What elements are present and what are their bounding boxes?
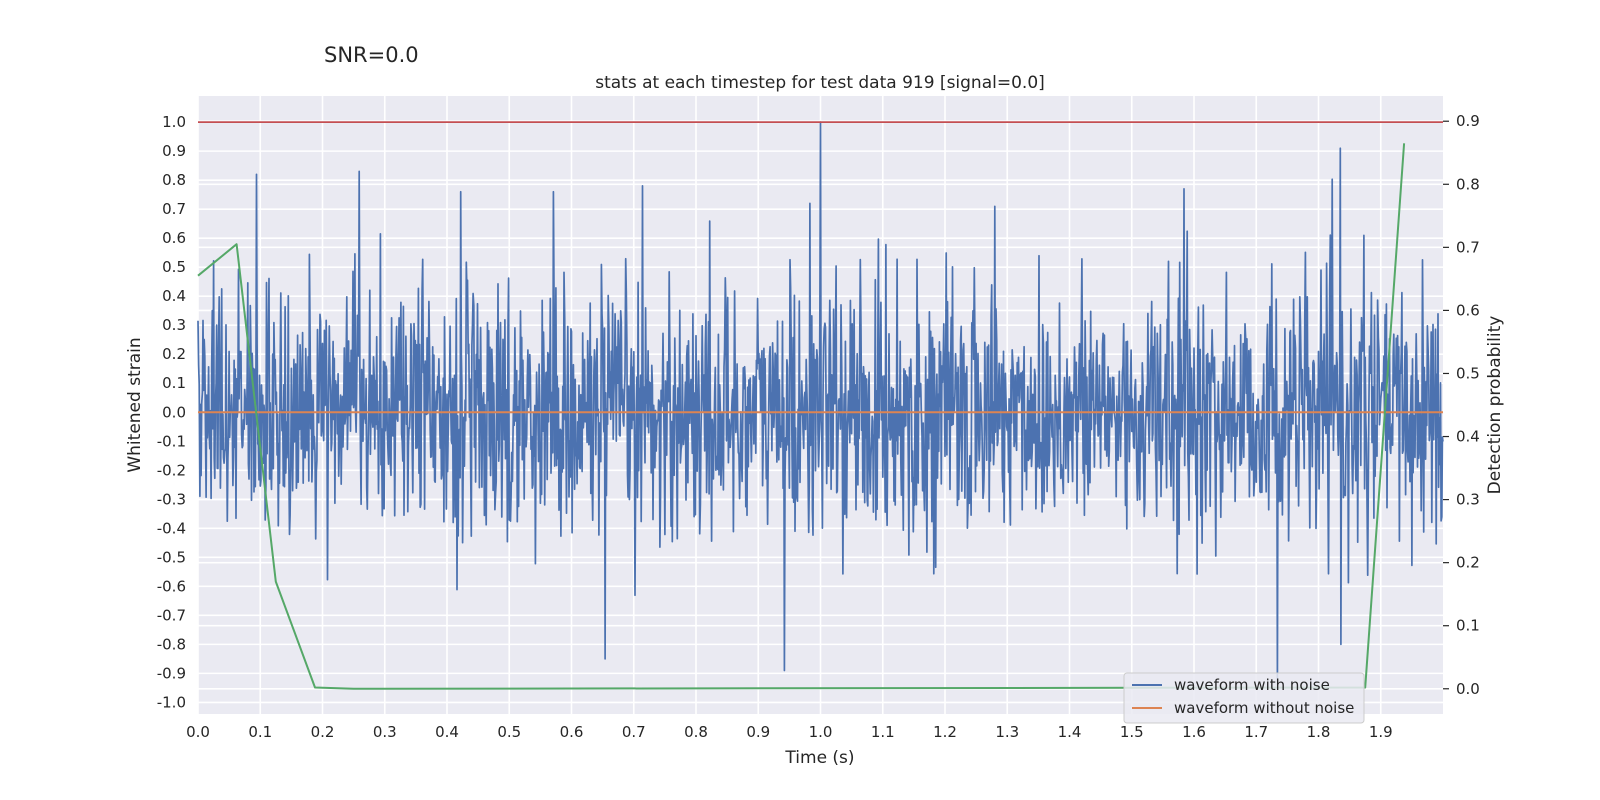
x-tick-label: 0.3 — [373, 723, 397, 741]
y-tick-label: -0.7 — [157, 606, 186, 624]
y-axis-label: Whitened strain — [125, 337, 145, 472]
y2-tick-label: 0.7 — [1456, 238, 1480, 256]
y-tick-label: 0.2 — [162, 345, 186, 363]
y2-tick-label: 0.3 — [1456, 491, 1480, 509]
y-tick-label: -0.4 — [157, 519, 186, 537]
x-tick-label: 1.1 — [871, 723, 895, 741]
legend-label-without-noise: waveform without noise — [1174, 699, 1354, 717]
y2-tick-label: 0.6 — [1456, 301, 1480, 319]
series-layer — [197, 121, 1444, 690]
x-tick-label: 1.8 — [1307, 723, 1331, 741]
y2-tick-label: 0.1 — [1456, 617, 1480, 635]
snr-label: SNR=0.0 — [324, 43, 419, 67]
x-tick-label: 0.7 — [622, 723, 646, 741]
y-tick-label: -0.2 — [157, 461, 186, 479]
x-tick-label: 0.9 — [746, 723, 770, 741]
x-tick-label: 0.0 — [186, 723, 210, 741]
y-tick-label: 0.7 — [162, 200, 186, 218]
x-tick-label: 0.4 — [435, 723, 459, 741]
series-detection-probability — [197, 143, 1406, 690]
x-tick-label: 1.7 — [1244, 723, 1268, 741]
y-tick-label: -0.6 — [157, 577, 186, 595]
x-tick-label: 1.0 — [809, 723, 833, 741]
x-tick-label: 1.9 — [1369, 723, 1393, 741]
x-tick-label: 1.6 — [1182, 723, 1206, 741]
x-tick-label: 0.1 — [248, 723, 272, 741]
x-tick-label: 1.2 — [933, 723, 957, 741]
y-tick-label: 0.6 — [162, 229, 186, 247]
y-tick-label: 0.4 — [162, 287, 186, 305]
x-tick-label: 0.2 — [311, 723, 335, 741]
x-tick-label: 1.4 — [1058, 723, 1082, 741]
y-tick-label: 0.8 — [162, 171, 186, 189]
y-tick-label: 1.0 — [162, 113, 186, 131]
y2-tick-label: 0.4 — [1456, 428, 1480, 446]
y2-tick-label: 0.8 — [1456, 175, 1480, 193]
y-tick-label: 0.9 — [162, 142, 186, 160]
x-axis-label: Time (s) — [784, 748, 854, 768]
x-tick-label: 1.3 — [995, 723, 1019, 741]
x-tick-label: 0.6 — [560, 723, 584, 741]
y-tick-label: -0.9 — [157, 664, 186, 682]
legend: waveform with noise waveform without noi… — [1123, 672, 1365, 724]
y-tick-label: 0.0 — [162, 403, 186, 421]
legend-label-with-noise: waveform with noise — [1174, 676, 1330, 694]
y2-ticks: 0.0 0.1 0.2 0.3 0.4 0.5 0.6 0.7 0.8 0.9 — [1443, 112, 1480, 698]
y2-tick-label: 0.5 — [1456, 364, 1480, 382]
y2-tick-label: 0.9 — [1456, 112, 1480, 130]
y-tick-label: -0.1 — [157, 432, 186, 450]
y-tick-label: -0.5 — [157, 548, 186, 566]
x-tick-label: 1.5 — [1120, 723, 1144, 741]
y-tick-label: -0.3 — [157, 490, 186, 508]
y-tick-label: 0.5 — [162, 258, 186, 276]
x-tick-label: 0.8 — [684, 723, 708, 741]
y-tick-label: -0.8 — [157, 635, 186, 653]
y2-axis-label: Detection probability — [1485, 316, 1505, 495]
legend-box — [1123, 672, 1365, 724]
chart-title: stats at each timestep for test data 919… — [595, 73, 1045, 93]
x-tick-label: 0.5 — [497, 723, 521, 741]
y-tick-label: -1.0 — [157, 693, 186, 711]
y2-tick-label: 0.0 — [1456, 680, 1480, 698]
y-tick-label: 0.1 — [162, 374, 186, 392]
y2-tick-label: 0.2 — [1456, 554, 1480, 572]
y-tick-label: 0.3 — [162, 316, 186, 334]
x-ticks: 0.0 0.1 0.2 0.3 0.4 0.5 0.6 0.7 0.8 0.9 1.0 1.1 1.2 1… — [186, 723, 1393, 741]
y-ticks: -1.0 -0.9 -0.8 -0.7 -0.6 -0.5 -0.4 -0.3 -0.2 -0.1… — [157, 113, 186, 711]
